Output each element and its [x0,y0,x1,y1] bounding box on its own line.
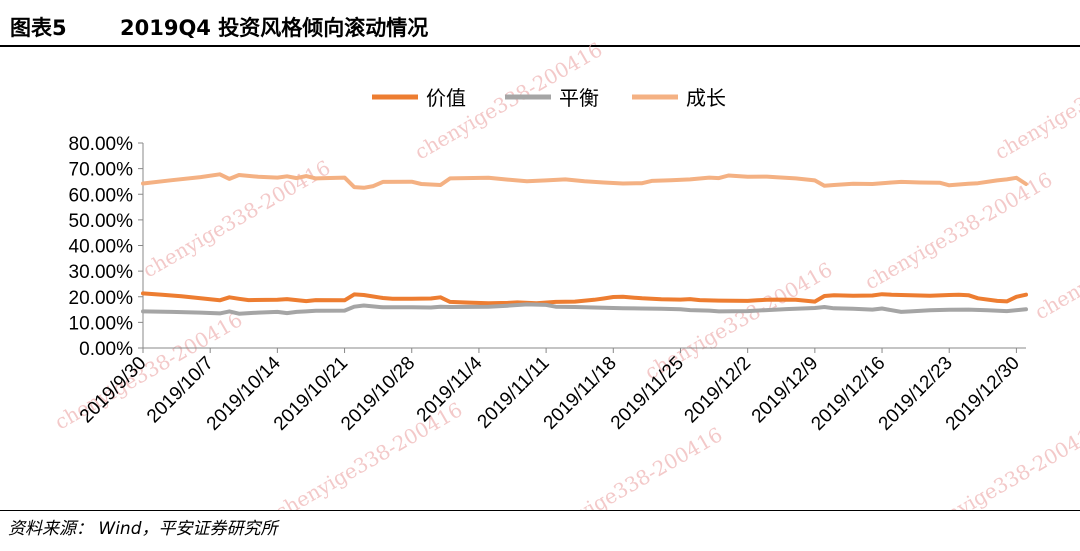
watermark-text: chenyige338-200416 [1031,197,1080,324]
legend-label-growth: 成长 [686,86,726,110]
y-tick-label: 60.00% [69,185,134,206]
series-line-growth [141,172,1028,190]
footer-rule [0,510,1080,511]
chart-title: 2019Q4 投资风格倾向滚动情况 [120,16,429,40]
y-tick-label: 50.00% [69,211,134,232]
legend-label-balance: 平衡 [559,86,599,110]
y-tick-label: 0.00% [79,339,133,360]
watermark-text: chenyige338-200416 [991,37,1080,164]
y-tick-label: 40.00% [69,237,134,258]
watermark-text: chenyige338-200416 [531,422,727,510]
source-note: 资料来源： Wind，平安证券研究所 [8,519,278,539]
y-tick-label: 70.00% [69,160,134,181]
y-tick-label: 10.00% [69,313,134,334]
series-line-balance [141,302,1028,316]
x-tick-label: 2019/12/2 [681,353,756,428]
y-tick-label: 30.00% [69,262,134,283]
figure-header: 图表5 2019Q4 投资风格倾向滚动情况 [0,0,1080,46]
watermark-text: chenyige338-200416 [911,417,1080,510]
header-rule [0,45,1080,47]
series-line-value [141,291,1028,306]
line-chart: chenyige338-200416 chenyige338-200416 chen… [51,37,1080,510]
legend-label-value: 价值 [426,86,466,110]
x-tick-label: 2019/9/30 [76,353,151,428]
y-tick-label: 80.00% [69,134,134,155]
figure-label: 图表5 [10,16,67,40]
y-tick-label: 20.00% [69,288,134,309]
